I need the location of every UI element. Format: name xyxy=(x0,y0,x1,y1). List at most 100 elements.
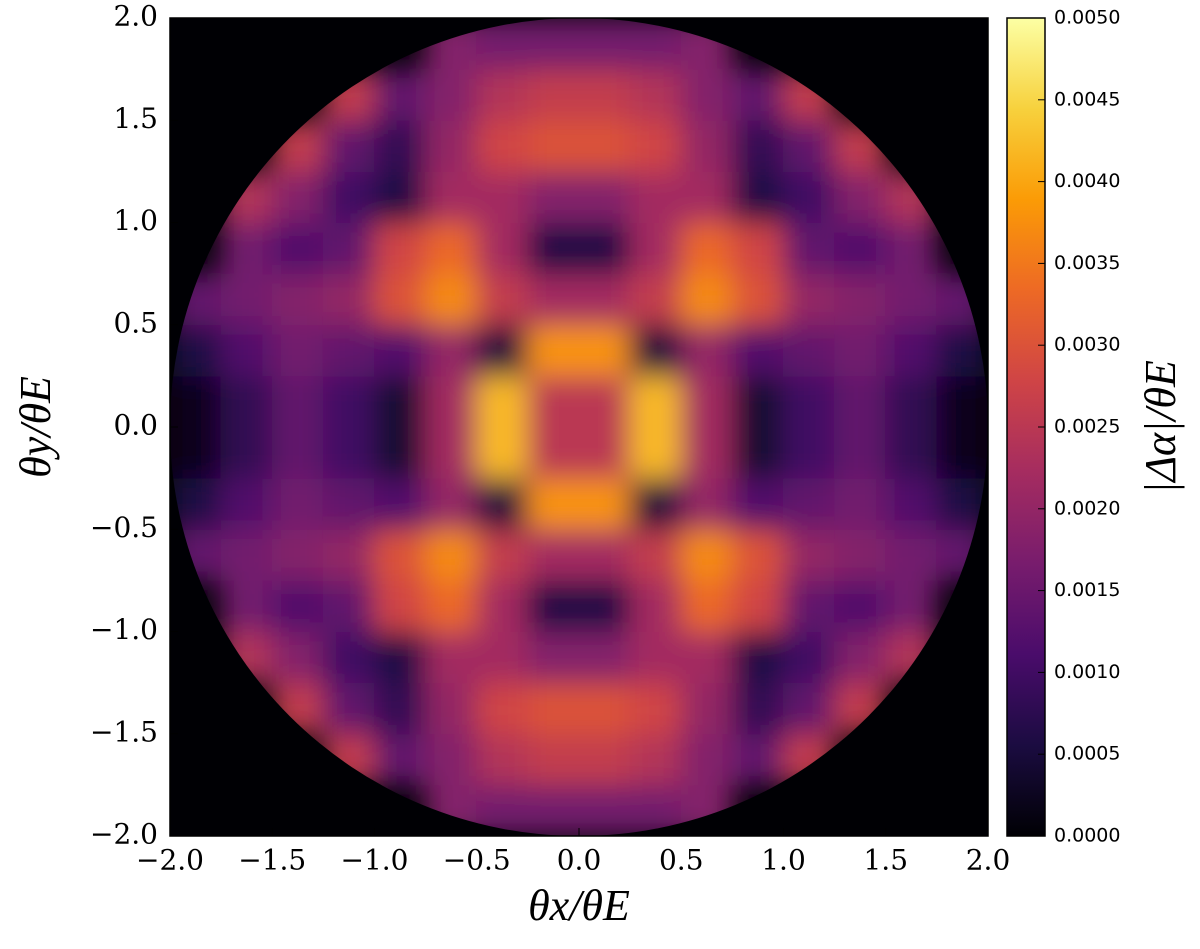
heatmap-cell xyxy=(680,170,733,223)
heatmap-cell xyxy=(425,528,478,581)
heatmap-cell xyxy=(322,119,375,172)
colorbar-tick-label: 0.0025 xyxy=(1054,416,1120,438)
heatmap-cell xyxy=(783,119,836,172)
heatmap-cell xyxy=(629,733,682,786)
heatmap-cell xyxy=(425,324,478,377)
heatmap-cell xyxy=(271,528,324,581)
heatmap-cell xyxy=(476,68,529,121)
heatmap-cell xyxy=(425,375,478,428)
heatmap-cell xyxy=(578,528,631,581)
heatmap-cell xyxy=(322,579,375,632)
heatmap-cell xyxy=(834,579,887,632)
heatmap-cell xyxy=(680,477,733,530)
heatmap-cell xyxy=(731,119,784,172)
heatmap-cell xyxy=(680,682,733,735)
heatmap-cell xyxy=(322,324,375,377)
heatmap-cell xyxy=(578,324,631,377)
x-axis-label: θx/θE xyxy=(528,881,630,930)
heatmap-cell xyxy=(783,579,836,632)
heatmap-cell xyxy=(527,631,580,684)
heatmap-cell xyxy=(783,375,836,428)
colorbar-tick-label: 0.0000 xyxy=(1054,825,1120,847)
heatmap-cell xyxy=(374,375,427,428)
heatmap-cell xyxy=(425,477,478,530)
heatmap-cell xyxy=(731,426,784,479)
heatmap-cell xyxy=(680,375,733,428)
y-axis-label: θy/θE xyxy=(11,376,60,478)
heatmap-cell xyxy=(271,477,324,530)
colorbar-tick-label: 0.0005 xyxy=(1054,743,1120,765)
heatmap-cell xyxy=(374,324,427,377)
heatmap-cell xyxy=(476,426,529,479)
colorbar-tick-label: 0.0010 xyxy=(1054,661,1120,683)
heatmap-cell xyxy=(680,324,733,377)
y-tick-label: 0.0 xyxy=(113,409,158,442)
heatmap-cell xyxy=(374,222,427,275)
heatmap-cell xyxy=(476,631,529,684)
heatmap-cell xyxy=(527,119,580,172)
x-tick-label: 0.5 xyxy=(659,844,704,877)
heatmap-cell xyxy=(680,68,733,121)
heatmap-cell xyxy=(629,426,682,479)
heatmap-cell xyxy=(527,273,580,326)
heatmap-cell xyxy=(629,273,682,326)
heatmap-cell xyxy=(629,631,682,684)
heatmap-cell xyxy=(783,528,836,581)
x-tick-label: −2.0 xyxy=(136,844,204,877)
heatmap-cell xyxy=(271,579,324,632)
y-tick-label: 1.0 xyxy=(113,204,158,237)
heatmap-cell xyxy=(578,119,631,172)
heatmap-cell xyxy=(629,477,682,530)
heatmap-cell xyxy=(271,324,324,377)
heatmap-cell xyxy=(322,170,375,223)
heatmap-cell xyxy=(374,477,427,530)
heatmap-cell xyxy=(271,170,324,223)
heatmap-cell xyxy=(834,222,887,275)
heatmap-cell xyxy=(731,631,784,684)
heatmap-cell xyxy=(425,682,478,735)
heatmap-cell xyxy=(527,68,580,121)
heatmap-cell xyxy=(271,631,324,684)
y-tick-label: 1.5 xyxy=(113,102,158,135)
heatmap-cell xyxy=(374,273,427,326)
heatmap-cell xyxy=(476,682,529,735)
heatmap-cell xyxy=(527,784,580,836)
heatmap-cell xyxy=(731,477,784,530)
heatmap-cell xyxy=(425,222,478,275)
heatmap-cell xyxy=(425,579,478,632)
heatmap-cell xyxy=(680,631,733,684)
heatmap-cell xyxy=(629,579,682,632)
heatmap-cell xyxy=(629,528,682,581)
heatmap-cell xyxy=(374,579,427,632)
heatmap-cell xyxy=(680,222,733,275)
y-tick-label: −0.5 xyxy=(90,511,158,544)
heatmap-cell xyxy=(425,170,478,223)
heatmap-cell xyxy=(629,119,682,172)
heatmap-cells xyxy=(170,18,988,836)
heatmap-cell xyxy=(425,273,478,326)
heatmap-cell xyxy=(578,733,631,786)
heatmap-cell xyxy=(885,579,938,632)
heatmap-cell xyxy=(834,324,887,377)
heatmap-cell xyxy=(834,631,887,684)
heatmap-cell xyxy=(680,579,733,632)
heatmap-cell xyxy=(578,18,631,70)
heatmap-cell xyxy=(629,222,682,275)
heatmap-cell xyxy=(170,375,222,428)
heatmap-cell xyxy=(476,733,529,786)
heatmap-cell xyxy=(731,324,784,377)
heatmap-cell xyxy=(527,375,580,428)
heatmap-cell xyxy=(834,426,887,479)
heatmap-cell xyxy=(783,426,836,479)
heatmap-cell xyxy=(322,528,375,581)
heatmap-cell xyxy=(629,324,682,377)
heatmap-cell xyxy=(731,273,784,326)
heatmap-cell xyxy=(885,324,938,377)
y-tick-label: −1.0 xyxy=(90,613,158,646)
heatmap-cell xyxy=(834,477,887,530)
heatmap-cell xyxy=(578,682,631,735)
heatmap-cell xyxy=(885,273,938,326)
heatmap-cell xyxy=(680,426,733,479)
heatmap-cell xyxy=(271,222,324,275)
heatmap-cell xyxy=(220,273,273,326)
